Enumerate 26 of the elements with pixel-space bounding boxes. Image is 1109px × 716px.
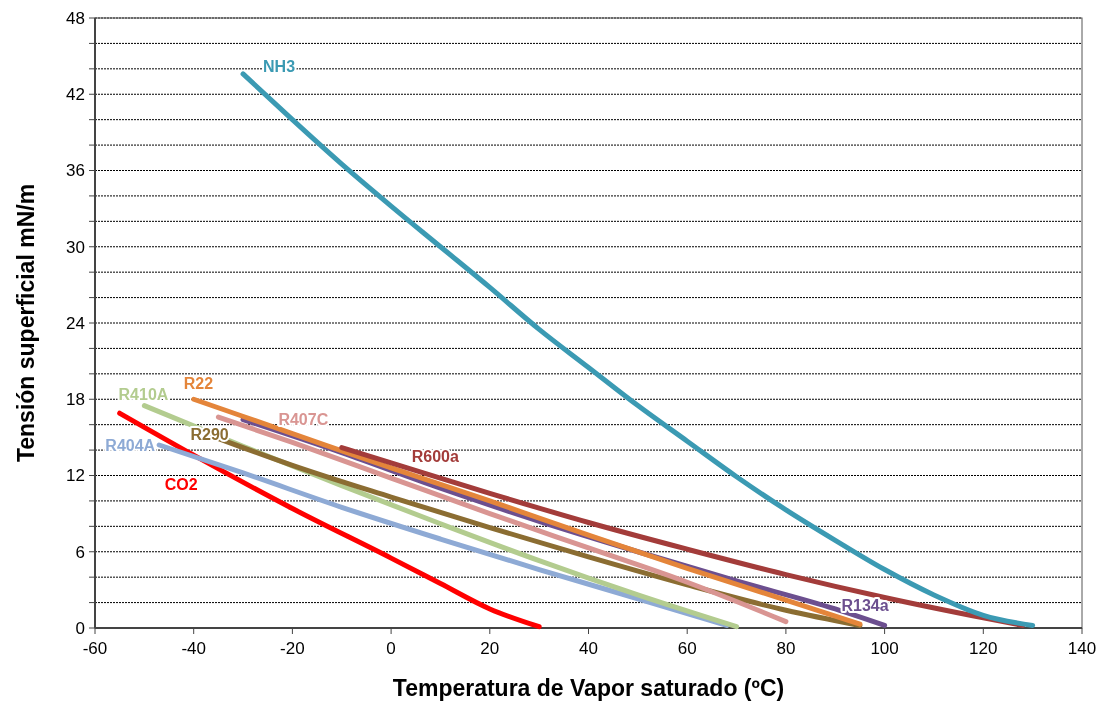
x-tick-label: -40 <box>181 639 206 658</box>
x-tick-label: 60 <box>677 639 697 658</box>
y-axis-title: Tensión superficial mN/m <box>13 183 39 463</box>
x-axis-title: Temperatura de Vapor saturado (ºC) <box>392 675 785 701</box>
x-tick-label: 0 <box>386 639 396 658</box>
x-tick-label: 40 <box>579 639 598 658</box>
series-label: R22 <box>183 375 214 393</box>
y-tick-label: 24 <box>66 313 85 333</box>
series-label: R407C <box>278 411 329 429</box>
x-tick-label: 100 <box>870 639 899 658</box>
x-tick-label: -20 <box>280 639 305 658</box>
y-tick-label: 48 <box>66 8 85 28</box>
y-tick-label: 30 <box>66 237 85 257</box>
y-tick-label: 36 <box>66 161 85 181</box>
x-tick-label: -60 <box>82 639 108 658</box>
x-tick-label: 20 <box>480 639 500 658</box>
x-tick-label: 120 <box>969 639 998 658</box>
x-tick-label: 80 <box>776 639 796 658</box>
series-label: R600a <box>411 447 459 465</box>
y-tick-label: 6 <box>75 542 85 562</box>
y-tick-label: 12 <box>66 466 85 486</box>
series-label: CO2 <box>164 476 198 494</box>
y-tick-label: 42 <box>66 85 85 105</box>
y-tick-label: 0 <box>75 618 85 638</box>
y-tick-label: 18 <box>66 390 85 410</box>
x-tick-label: 140 <box>1067 639 1097 658</box>
